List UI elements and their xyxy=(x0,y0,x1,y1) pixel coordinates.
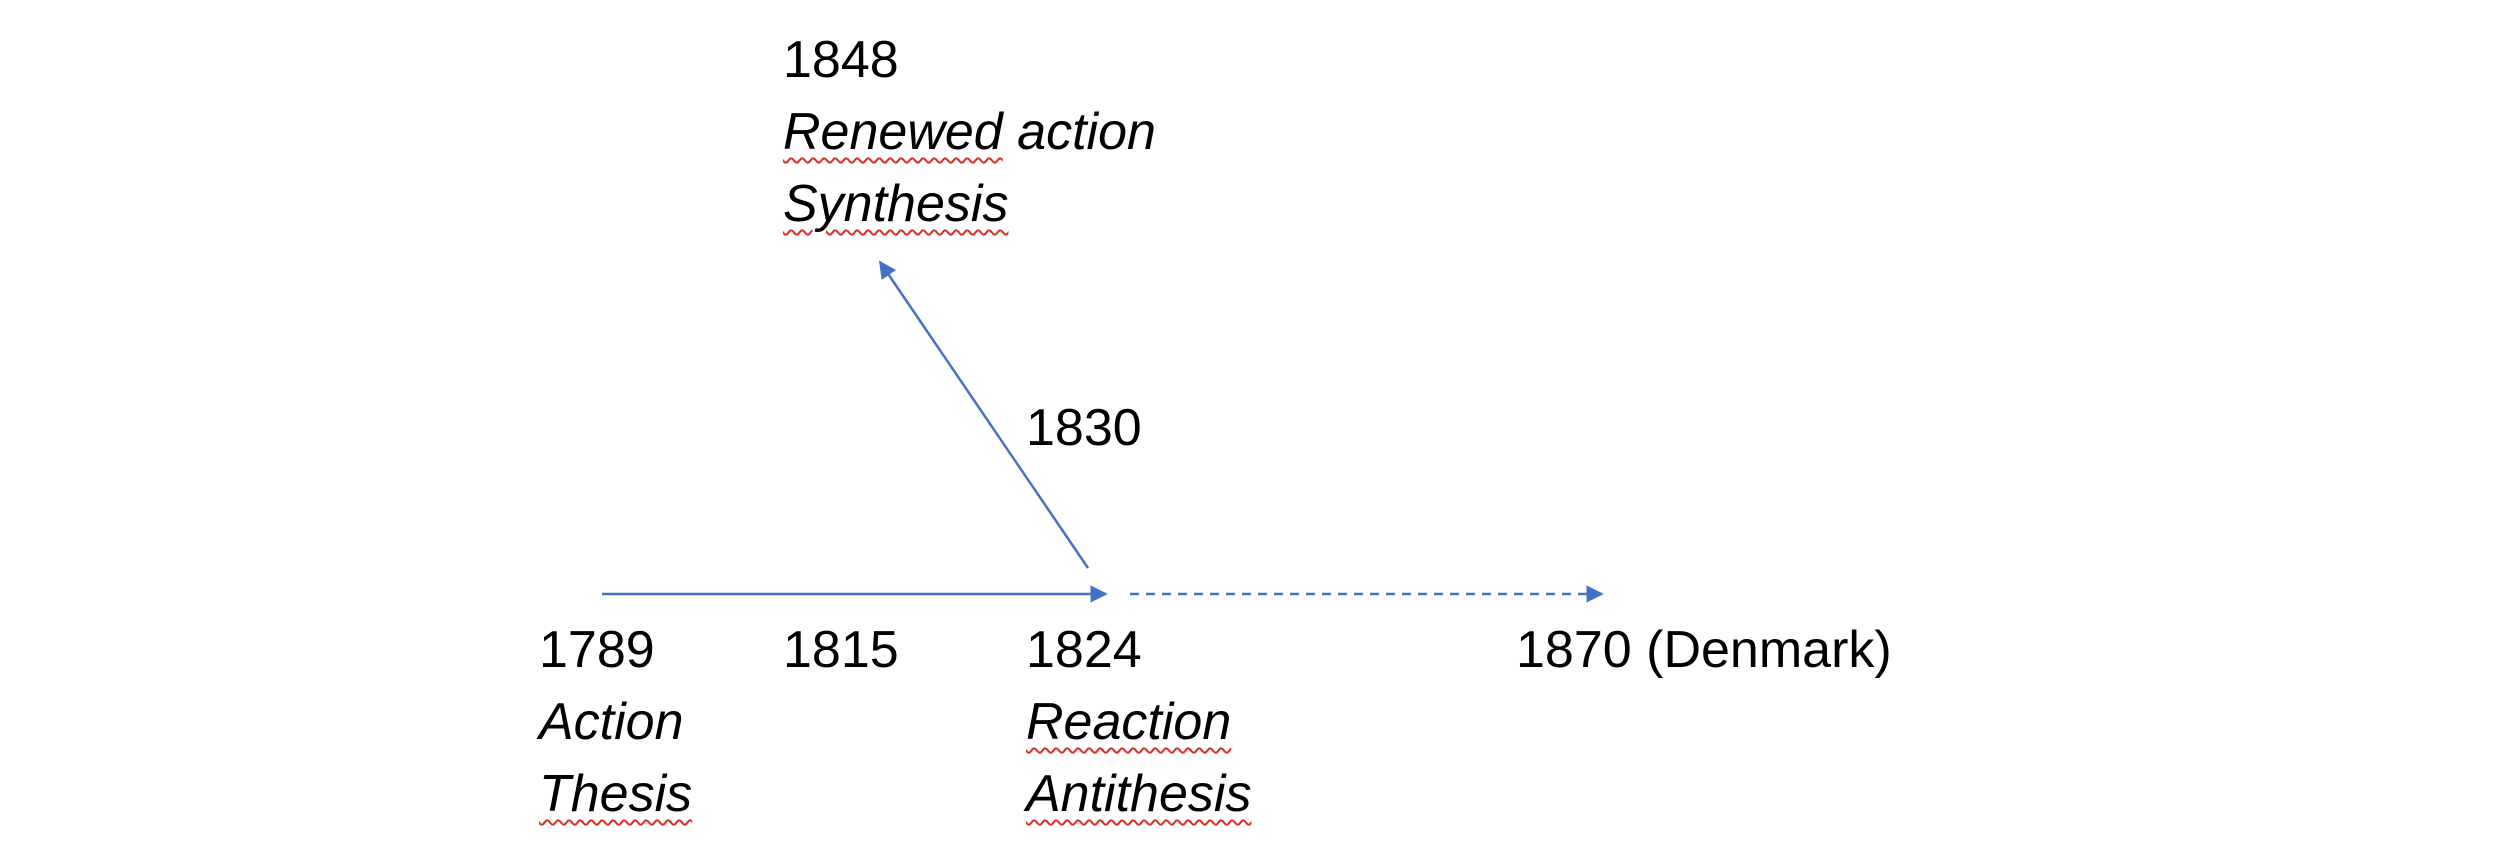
node-1848-stage-word2: action xyxy=(1017,103,1156,161)
node-1870-year: 1870 (Denmark) xyxy=(1516,621,1892,679)
node-1824-year: 1824 xyxy=(1026,621,1142,679)
node-1848-year: 1848 xyxy=(783,31,899,89)
node-1830-year: 1830 xyxy=(1026,399,1142,457)
node-1830: 1830 xyxy=(1026,392,1142,464)
node-1824-stage: Reaction xyxy=(1026,693,1232,751)
arrow-1824-to-1848 xyxy=(878,260,1090,569)
node-1848-dialectic: Synthesis xyxy=(783,175,1009,233)
node-1789-stage: Action xyxy=(539,693,684,751)
node-1870: 1870 (Denmark) xyxy=(1516,614,1892,686)
node-1815: 1815 xyxy=(783,614,899,686)
node-1848-stage-word1: Renewed xyxy=(783,103,1003,161)
node-1789: 1789 Action Thesis xyxy=(539,614,692,830)
node-1848: 1848 Renewed action Synthesis xyxy=(783,24,1156,240)
node-1789-dialectic: Thesis xyxy=(539,765,693,823)
node-1848-stage: Renewed action xyxy=(783,96,1156,168)
node-1824: 1824 Reaction Antithesis xyxy=(1026,614,1251,830)
node-1789-year: 1789 xyxy=(539,621,655,679)
node-1815-year: 1815 xyxy=(783,621,899,679)
node-1824-dialectic: Antithesis xyxy=(1026,765,1252,823)
